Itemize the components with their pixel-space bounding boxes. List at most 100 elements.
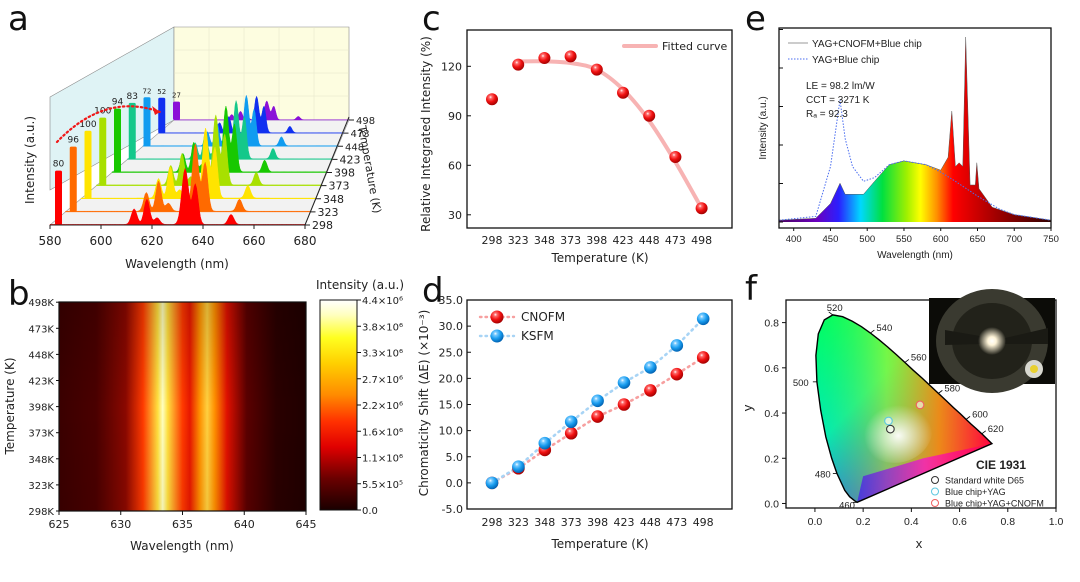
spectrum-line-yag-blue [779,99,1051,221]
bar-label: 83 [127,92,138,102]
x-tick-label: 700 [1006,234,1022,245]
x-tick-label: 645 [296,518,317,531]
x-tick-label: 473 [665,234,686,247]
y-axis-label: Relative Integrated Intensity (%) [419,36,433,232]
y-tick-label: 20.0 [439,372,464,385]
z-axis-label: Temperature (K) [355,123,383,214]
integrated-bar-373K [99,117,107,186]
x-tick-label: 640 [234,518,255,531]
panel-letter-e: e [745,0,766,39]
y-tick-label: 25.0 [439,346,464,359]
y-tick-label: 30 [448,209,462,222]
x-tick-label: 625 [49,518,70,531]
x-tick-label: 450 [823,234,839,245]
y-tick-label: 90 [448,110,462,123]
panel-letters: a b c d e f [8,0,766,314]
x-tick-label: 0.6 [952,516,967,528]
x-tick-label: 0.2 [856,516,871,528]
z-tick-label: 448 [345,142,364,153]
back-wall-grid [174,27,349,120]
bar-label: 27 [172,92,181,100]
x-tick-label: 423 [614,516,635,529]
x-axis-label: Wavelength (nm) [877,250,953,261]
locus-label-480: 480 [815,469,831,480]
y-ticks: 298K 323K 348K 373K 398K 423K 448K 473K 498K [28,298,59,518]
fitted-curve [516,59,704,211]
data-point-423 [617,86,629,99]
integrated-bar-348K [84,130,92,199]
data-point-ksfm-423 [617,376,631,389]
y-tick-label: 348K [28,455,54,466]
legend-label-2: Blue chip+YAG+CNOFM [945,499,1044,509]
data-point-cnofm-398 [591,410,604,423]
integrated-bar-448K [143,97,151,147]
legend-marker-cnofm [490,310,504,324]
x-axis-label: x [916,536,923,551]
z-tick-label: 398 [334,167,355,180]
x-tick-label: 373 [560,234,581,247]
data-point-cnofm-373 [564,426,578,440]
locus-label-520: 520 [827,303,843,314]
x-tick-label: 448 [639,234,660,247]
y-tick-label: -5.0 [442,503,463,516]
bar-label: 96 [68,136,80,146]
x-tick-label: 498 [693,516,714,529]
x-tick-label: 580 [39,234,62,248]
data-point-ksfm-473 [670,339,684,352]
x-tick-label: 448 [640,516,661,529]
trend-arrow [55,105,162,144]
x-tick-label: 550 [896,234,912,245]
y-axis-label: Intensity (a.u.) [23,116,37,204]
locus-label-460: 460 [839,500,855,511]
legend-label-cnofm: CNOFM [521,310,565,324]
panel-letter-a: a [8,0,29,39]
spectrum-area-yag-cnofm [779,37,1051,222]
x-tick-label: 635 [172,518,193,531]
x-tick-label: 620 [141,234,164,248]
x-tick-label: 640 [192,234,215,248]
x-axis-label: Temperature (K) [550,251,648,265]
bar-label: 52 [157,88,166,96]
locus-label-620: 620 [988,424,1004,435]
locus-tick [965,416,971,420]
y-tick-label: 0.0 [446,477,464,490]
bar-label: 100 [79,120,96,130]
legend-marker-1 [931,487,939,496]
bar-label: 94 [112,98,124,108]
x-tick-label: 1.0 [1049,516,1064,528]
legend-marker-2 [931,499,939,507]
locus-tick [870,329,875,334]
annotation-le: LE = 98.2 lm/W [806,81,875,92]
cie-point-2 [915,400,925,410]
y-tick-label: 373K [28,429,54,440]
spectrum-line-yag-cnofm [779,36,1051,221]
y-tick-label: 10.0 [439,425,464,438]
legend: YAG+CNOFM+Blue chip YAG+Blue chip LE = 9… [788,39,922,120]
x-tick-label: 298 [482,234,503,247]
colorbar-tick-label: 1.1×10⁶ [362,454,403,465]
x-tick-label: 0.4 [904,516,919,528]
chromaticity-points [884,400,925,434]
y-axis-label: Temperature (K) [3,357,17,455]
x-axis-label: Wavelength (nm) [130,539,234,553]
z-tick-label: 473 [351,129,370,140]
spectra-series [49,94,350,226]
y-tick-label: 15.0 [439,399,464,412]
inset-bracket-right [1005,328,1048,344]
axis-ticks: 30 60 90 120 298 323 348 373 398 423 448 473 498 [441,60,712,247]
colorbar-tick-label: 0.0 [362,506,378,517]
x-tick-label: 680 [294,234,317,248]
cie-point-1 [884,416,893,426]
data-point-cnofm-423 [617,398,631,411]
y-tick-label: 298K [28,507,54,518]
x-tick-label: 630 [110,518,131,531]
data-point-ksfm-323 [512,460,525,473]
spectrum-298K [49,167,306,226]
data-points [485,312,710,490]
y-axis-label: Chromaticity Shift (ΔE) (×10⁻³) [417,310,431,497]
data-point-cnofm-448 [644,384,657,397]
x-tick-label: 298 [482,516,503,529]
y-tick-label: 0.4 [764,408,779,420]
x-tick-label: 750 [1043,234,1059,245]
